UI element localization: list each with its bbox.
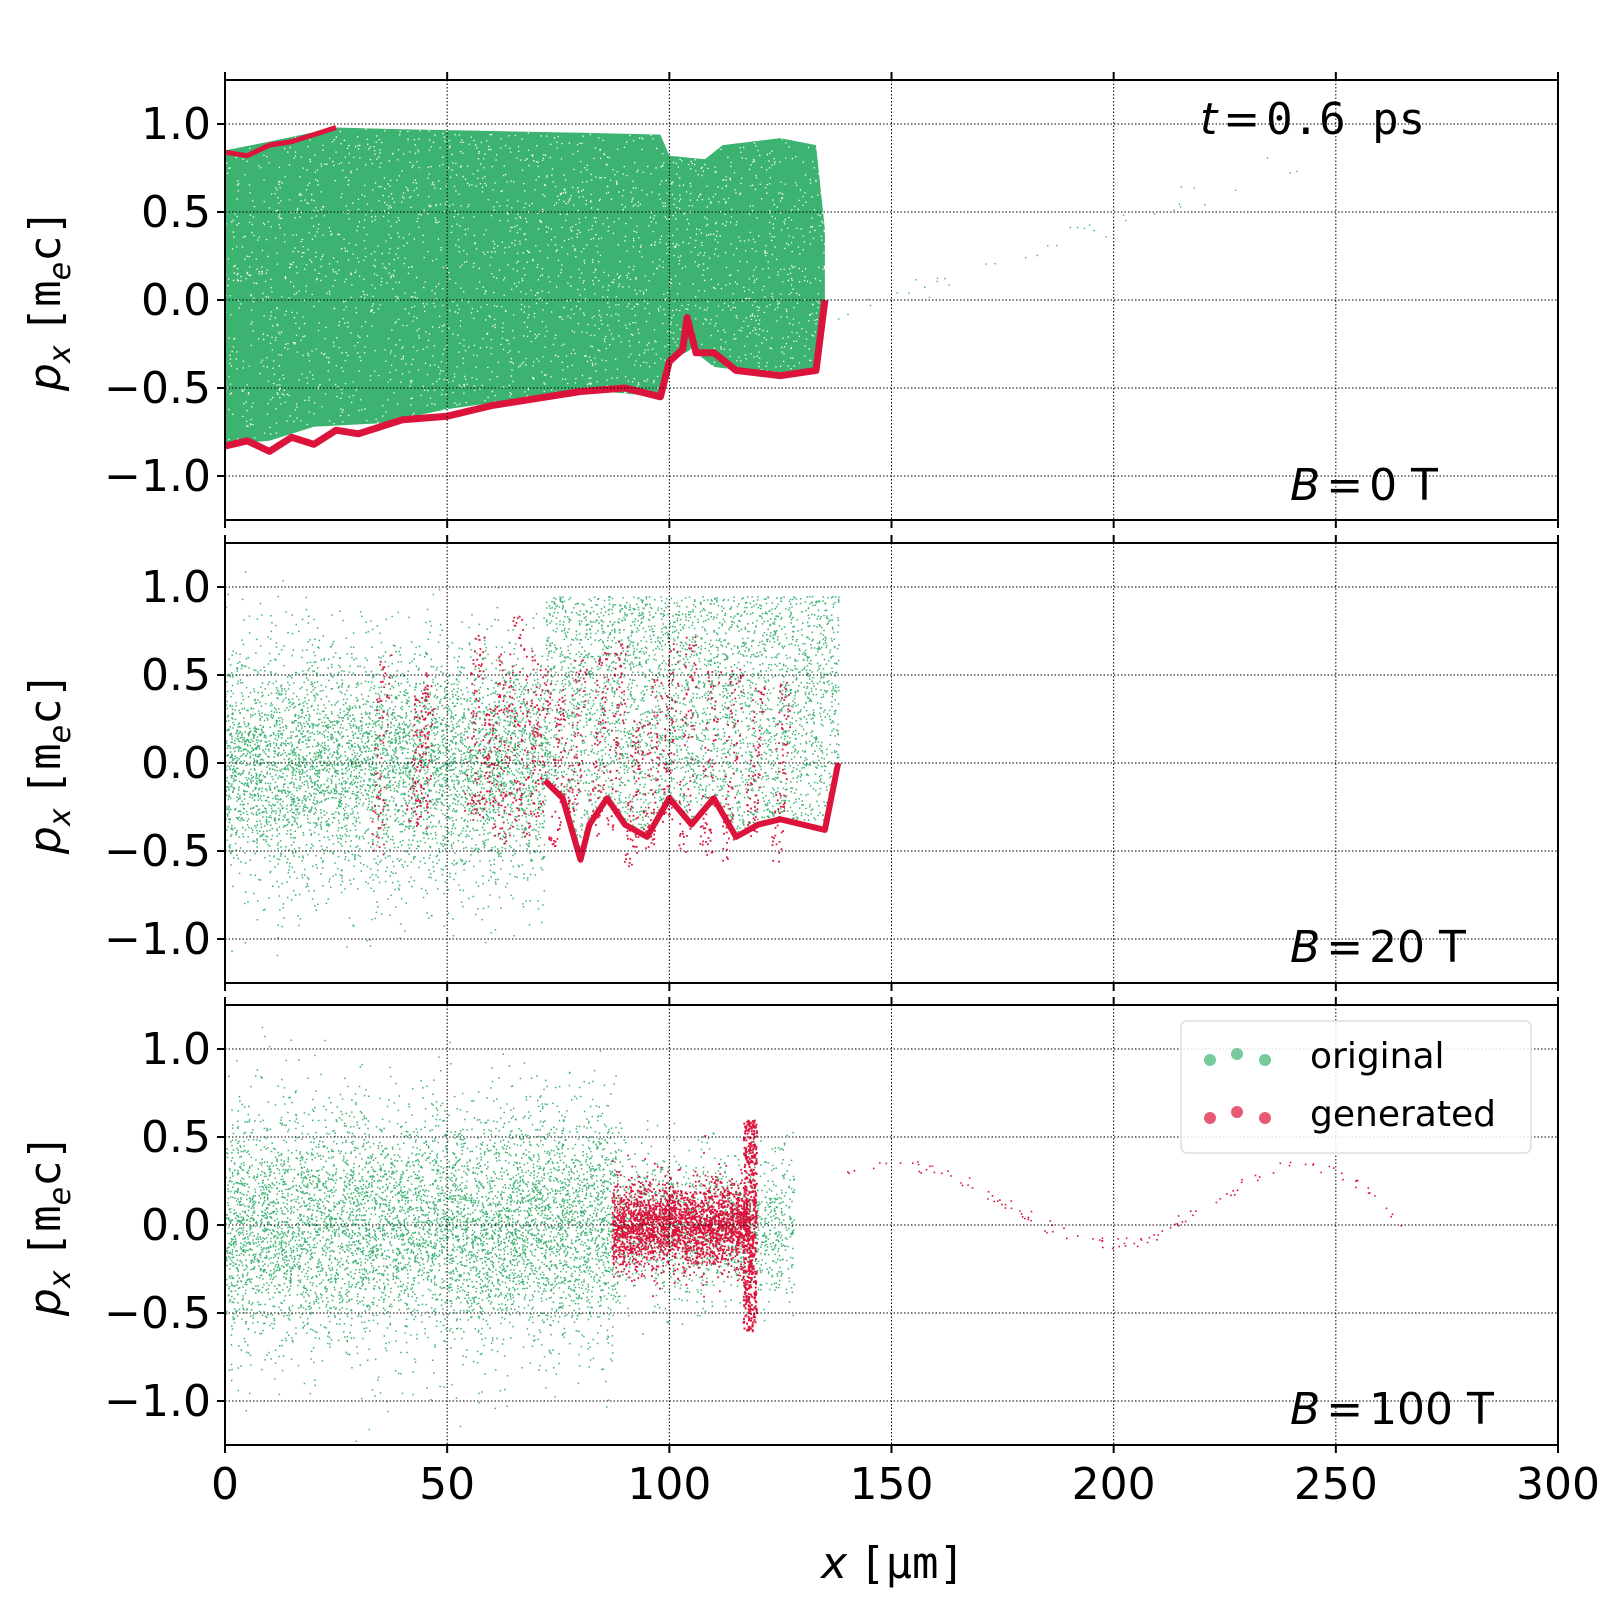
time-annotation: t = 0.6 ps [1200,94,1425,145]
generated-streak-11 [587,652,610,837]
y-axis-label: px[mec] [20,672,78,855]
y-ticks-middle: 1.0 0.5 0.0 −0.5 −1.0 [104,535,1559,991]
x-ticks-bottom: 0 50 100 150 200 250 300 [211,1459,1600,1510]
y-tick-label: −1.0 [104,451,211,502]
scatter-area-bottom [225,1026,1402,1442]
grid-top [224,80,1559,520]
generated-streak-14 [642,679,664,850]
y-axis-label: px[mec] [20,209,78,392]
generated-edge-lower [542,762,842,863]
generated-streak-8 [530,668,552,818]
panel-middle-b20: 1.0 0.5 0.0 −0.5 −1.0 px[mec] B = 20 T [20,535,1559,991]
generated-streak-19 [745,686,766,837]
y-axis-label-bottom: px[mec] [20,1134,78,1317]
y-tick-label: −1.0 [104,1376,211,1427]
legend: original generated [1180,1020,1532,1154]
generated-streak-4 [477,706,499,818]
y-ticks-top: 1.0 0.5 0.0 −0.5 −1.0 [104,72,1559,528]
y-tick-label: −0.5 [104,826,211,877]
legend-marker-original [1204,1048,1271,1066]
y-tick-label: 0.5 [141,187,211,238]
generated-streak-20 [771,681,791,863]
original-cloud-1 [545,595,840,857]
generated-edge-lower [225,299,829,455]
x-tick-label: 50 [419,1459,475,1510]
panel-bottom-b100: 1.0 0.5 0.0 −0.5 −1.0 px[mec] 0 50 100 150 200 25… [20,997,1600,1510]
generated-streak-13 [623,720,645,867]
x-tick-label: 200 [1072,1459,1156,1510]
x-tick-label: 100 [627,1459,711,1510]
panel-top-b0: 1.0 0.5 0.0 −0.5 −1.0 px[mec] t = 0.6 ps B = 0 T [20,72,1559,528]
y-tick-label: −1.0 [104,914,211,965]
original-stray [838,157,1298,320]
generated-streak-6 [503,615,526,845]
y-tick-label: 0.5 [141,650,211,701]
generated-cloud-0 [611,1135,752,1298]
field-annotation-b20: B = 20 T [1290,922,1466,973]
y-axis-label-top: px[mec] [20,209,78,392]
y-tick-label: 0.0 [141,738,211,789]
legend-marker-generated [1204,1106,1271,1124]
y-tick-label: 0.0 [141,1200,211,1251]
legend-label-generated: generated [1310,1094,1496,1135]
y-tick-label: 1.0 [141,1024,211,1075]
y-tick-label: 1.0 [141,562,211,613]
x-tick-label: 150 [850,1459,934,1510]
generated-streak-9 [548,689,567,847]
x-tick-label: 250 [1294,1459,1378,1510]
generated-edge-upper [225,125,337,159]
field-annotation-b0: B = 0 T [1290,460,1438,511]
generated-streak-15 [660,641,680,823]
y-axis-label: px[mec] [20,1134,78,1317]
y-tick-label: −0.5 [104,1288,211,1339]
generated-spike [742,1119,758,1333]
field-annotation-b100: B = 100 T [1290,1384,1494,1435]
original-cloud-0 [225,571,547,957]
grid-middle [224,543,1559,983]
y-ticks-bottom: 1.0 0.5 0.0 −0.5 −1.0 [104,997,1559,1453]
y-tick-label: −0.5 [104,363,211,414]
x-axis-label: x [μm] [819,1538,965,1589]
scatter-area-top [225,125,1298,455]
x-tick-label: 300 [1516,1459,1600,1510]
y-tick-label: 0.0 [141,275,211,326]
y-tick-label: 0.5 [141,1112,211,1163]
original-cloud-0 [225,1026,618,1442]
y-tick-label: 1.0 [141,99,211,150]
generated-tail [847,1161,1402,1250]
y-axis-label-middle: px[mec] [20,672,78,855]
legend-label-original: original [1310,1036,1445,1077]
original-band [225,127,825,445]
generated-streak-2 [415,672,435,829]
scatter-area-middle [225,571,842,957]
x-tick-label: 0 [211,1459,239,1510]
